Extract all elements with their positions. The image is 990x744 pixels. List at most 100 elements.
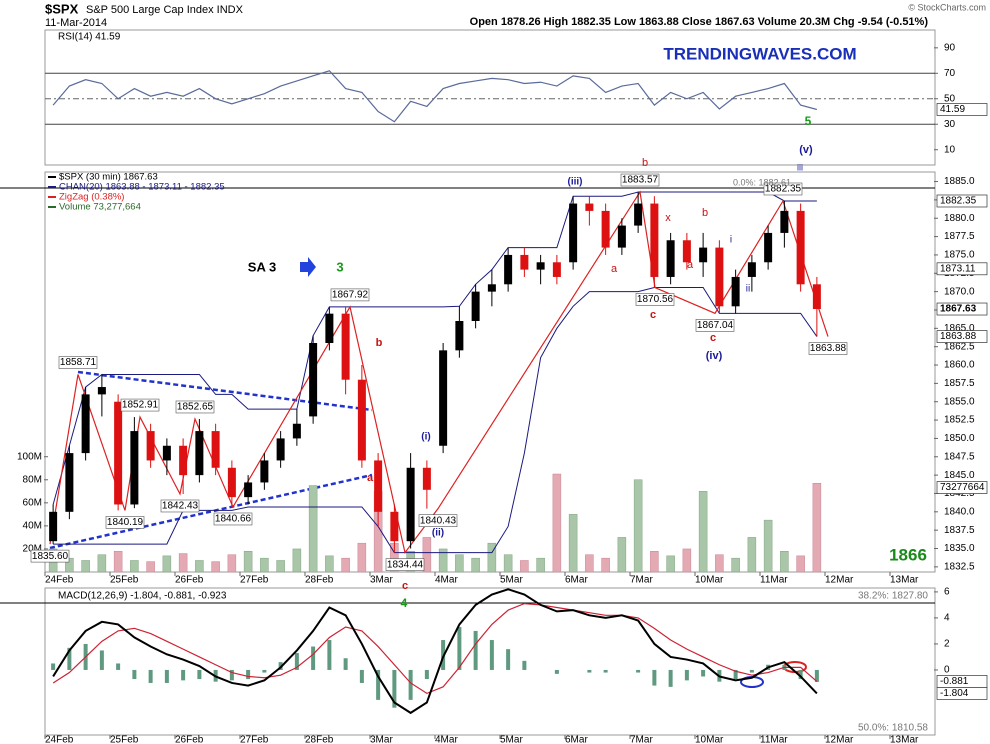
macd-histogram: [376, 669, 381, 700]
volume-bar: [276, 560, 285, 573]
pivot-label: 1883.57: [622, 175, 659, 186]
annotation: 1866: [889, 545, 927, 564]
y-tick-label: 1862.5: [944, 341, 975, 352]
x-tick-label: 12Mar: [825, 575, 854, 586]
volume-bar: [552, 473, 562, 573]
annotation: a: [367, 472, 374, 484]
candle-body: [179, 445, 188, 476]
legend-label: CHAN(20) 1863.88 - 1873.11 - 1882.35: [59, 182, 225, 193]
macd-histogram: [408, 669, 413, 700]
volume-bar: [585, 554, 594, 573]
y-tick-label: 70: [944, 68, 956, 79]
y-tick-label: 1877.5: [944, 231, 975, 242]
candle-body: [211, 431, 220, 468]
candle-body: [455, 320, 464, 351]
volume-bar: [471, 557, 480, 573]
x-tick-label: 4Mar: [435, 735, 458, 744]
annotation: i: [730, 235, 732, 246]
y-tick-label: 50: [944, 93, 956, 104]
candle-body: [812, 284, 821, 310]
last-value-label: 1873.11: [940, 263, 976, 274]
channel-upper: [52, 191, 817, 505]
candle-body: [292, 423, 301, 439]
macd-histogram: [814, 669, 819, 682]
volume-bar: [260, 557, 269, 573]
annotation: b: [642, 157, 648, 169]
annotation: iii: [797, 162, 803, 172]
macd-histogram: [262, 669, 267, 673]
candle-body: [406, 467, 415, 542]
x-tick-label: 28Feb: [305, 735, 334, 744]
pivot-box: [213, 512, 253, 526]
candle-body: [617, 225, 626, 248]
annotation: 4: [401, 596, 408, 610]
annotation: (v): [799, 144, 813, 156]
arrow: [300, 257, 316, 277]
x-tick-label: 25Feb: [110, 575, 139, 586]
macd-signal: [52, 603, 818, 695]
y-tick-label: 6: [944, 587, 950, 598]
volume-bar: [438, 548, 448, 573]
volume-bar: [341, 557, 350, 573]
pivot-box: [418, 514, 458, 527]
volume-bar: [243, 551, 253, 573]
pivot-label: 1882.35: [765, 184, 802, 195]
volume-bar: [178, 553, 188, 573]
volume-bar: [162, 555, 172, 573]
pivot-box: [635, 293, 675, 306]
candle-body: [764, 232, 773, 263]
volume-bar: [731, 557, 740, 573]
x-tick-label: 10Mar: [695, 735, 724, 744]
candle-body: [439, 350, 448, 446]
macd-histogram: [229, 669, 234, 681]
pivot-label: 1852.91: [122, 400, 159, 411]
y-tick-label: 1860.0: [944, 360, 975, 371]
candle-body: [796, 210, 805, 285]
zigzag: [49, 190, 829, 555]
security-name: S&P 500 Large Cap Index INDX: [86, 4, 244, 16]
volume-bar: [617, 537, 627, 573]
candle-body: [747, 262, 756, 277]
y-tick-label: 1880.0: [944, 213, 975, 224]
symbol: $SPX: [45, 1, 79, 16]
x-tick-label: 28Feb: [305, 575, 334, 586]
legend-label: $SPX (30 min) 1867.63: [59, 172, 158, 183]
volume-bar: [357, 542, 367, 573]
x-tick-label: 3Mar: [370, 575, 393, 586]
annotation: SA 3: [248, 259, 276, 274]
date: 11-Mar-2014: [45, 17, 107, 29]
pivot-box: [105, 516, 145, 529]
candle-body: [374, 460, 383, 512]
volume-bar: [81, 560, 90, 573]
candle-body: [65, 453, 74, 512]
last-value-box: [936, 262, 988, 276]
volume-bar: [650, 551, 659, 573]
volume-bar: [65, 557, 74, 573]
pivot-label: 1852.65: [177, 402, 214, 413]
candle-body: [634, 203, 643, 226]
x-tick-label: 12Mar: [825, 735, 854, 744]
candle-body: [520, 254, 529, 270]
annotation: 3: [336, 259, 343, 274]
pivot-box: [330, 288, 370, 302]
x-tick-label: 5Mar: [500, 735, 523, 744]
pivot-box: [160, 499, 200, 513]
quote: Open 1878.26 High 1882.35 Low 1863.88 Cl…: [470, 16, 929, 28]
last-value-label: 73277664: [940, 482, 985, 493]
macd-histogram: [132, 669, 137, 680]
x-tick-label: 27Feb: [240, 735, 269, 744]
x-tick-label: 24Feb: [45, 575, 74, 586]
candle-body: [650, 203, 659, 277]
pivot-box: [695, 319, 735, 332]
trendline: [77, 370, 373, 412]
macd-histogram: [749, 669, 754, 673]
pivot-label: 1867.92: [332, 290, 369, 301]
pivot-box: [175, 400, 215, 414]
candle-body: [130, 431, 139, 505]
candle-body: [309, 343, 318, 417]
x-tick-label: 4Mar: [435, 575, 458, 586]
volume-bar: [568, 514, 578, 573]
macd-histogram: [587, 669, 592, 673]
x-tick-label: 10Mar: [695, 575, 724, 586]
candle-body: [585, 203, 594, 211]
